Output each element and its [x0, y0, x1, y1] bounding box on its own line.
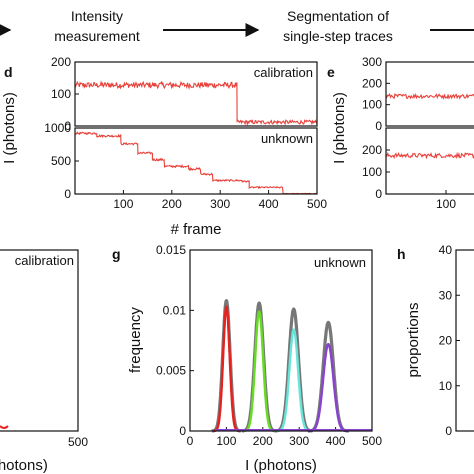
- green-gaussian-line: [242, 310, 276, 433]
- x-tick-label: 200: [162, 197, 182, 211]
- panel-d-xlabel: # frame: [171, 221, 222, 238]
- purple-gaussian-line: [307, 342, 350, 433]
- panel-f-xlabel: I (photons): [0, 457, 48, 474]
- x-tick-label: 100: [216, 434, 236, 448]
- panel-g-ylabel: frequency: [127, 307, 144, 373]
- y-tick-label: 200: [362, 143, 382, 157]
- x-tick-label: 300: [289, 434, 309, 448]
- panel-f-plot: 0500calibrationI (photons): [0, 249, 88, 474]
- panel-d-bottom-title: unknown: [261, 131, 313, 146]
- panel-g-title: unknown: [314, 255, 366, 270]
- y-tick-label: 20: [439, 334, 453, 348]
- y-tick-label: 10: [439, 379, 453, 393]
- y-tick-label: 500: [51, 154, 71, 168]
- gray-gaussian-line: [306, 320, 350, 433]
- y-tick-label: 30: [439, 288, 453, 302]
- y-tick-label: 0: [64, 187, 71, 201]
- y-tick-label: 0: [179, 424, 186, 438]
- panel-g-frame: [189, 249, 373, 432]
- y-tick-label: 0.015: [156, 243, 186, 257]
- panel-d-top-plot: 0 100 200 calibration: [51, 55, 318, 133]
- x-tick-label: 100: [113, 197, 133, 211]
- y-tick-label: 100: [362, 98, 382, 112]
- x-tick-label: 500: [362, 434, 382, 448]
- x-tick-label: 400: [326, 434, 346, 448]
- panel-f-frame: [0, 249, 79, 432]
- x-tick-label: 0: [187, 434, 194, 448]
- panel-f-red-peak-tail: [0, 425, 9, 429]
- y-tick-label: 0.005: [156, 364, 186, 378]
- panel-d-bottom-plot: 100 200 300 400 500 0 500 1000 unknown # frame I (…: [1, 92, 327, 238]
- y-tick-label: 0: [445, 424, 452, 438]
- x-tick-label: 100: [436, 197, 456, 211]
- y-tick-label: 100: [362, 165, 382, 179]
- red-gaussian-line: [212, 305, 241, 433]
- x-tick-label: 200: [253, 434, 273, 448]
- panel-e-top-plot: 0 100 200 300: [362, 55, 474, 133]
- x-tick-label: 300: [210, 197, 230, 211]
- gray-gaussian-line: [210, 299, 243, 433]
- panel-g-plot: 0 100 200 300 400 500 0 0.005 0.01 0.015 unknown I …: [127, 243, 382, 474]
- panel-e-bottom-plot: 100 0 100 200 I (photons): [331, 92, 474, 211]
- step1-line1: Intensity: [71, 8, 123, 24]
- panel-d-ylabel: I (photons): [1, 92, 18, 164]
- y-tick-label: 200: [51, 55, 71, 69]
- panel-e-top-frame: [385, 61, 474, 127]
- gray-gaussian-line: [240, 301, 278, 433]
- y-tick-label: 40: [439, 243, 453, 257]
- panel-h-ylabel: proportions: [405, 302, 422, 377]
- intensity-trace-line: [385, 92, 474, 100]
- y-tick-label: 1000: [44, 121, 71, 135]
- y-tick-label: 100: [51, 87, 71, 101]
- y-tick-label: 0: [375, 187, 382, 201]
- y-tick-label: 0.01: [163, 303, 187, 317]
- panel-label-e: e: [327, 64, 335, 80]
- panel-label-g: g: [112, 246, 121, 262]
- step2-line1: Segmentation of: [287, 8, 389, 24]
- panel-label-d: d: [4, 64, 13, 80]
- intensity-trace-line: [74, 80, 318, 127]
- y-tick-label: 0: [64, 119, 71, 133]
- panel-e-ylabel: I (photons): [331, 92, 348, 164]
- panel-e-bottom-frame: [385, 127, 474, 195]
- workflow-header: Intensity measurement Segmentation of si…: [0, 8, 474, 44]
- x-tick-label: 500: [68, 435, 88, 449]
- y-tick-label: 200: [362, 76, 382, 90]
- cyan-gaussian-line: [275, 328, 312, 433]
- step1-line2: measurement: [54, 28, 140, 44]
- y-tick-label: 0: [375, 119, 382, 133]
- x-tick-label: 400: [259, 197, 279, 211]
- step2-line2: single-step traces: [283, 28, 393, 44]
- y-tick-label: 300: [362, 55, 382, 69]
- panel-h-plot: 0 10 20 30 40 proportions: [405, 243, 474, 438]
- intensity-trace-line: [74, 131, 317, 195]
- intensity-trace-line: [385, 151, 474, 160]
- panel-g-xlabel: I (photons): [245, 457, 317, 474]
- panel-d-top-title: calibration: [254, 65, 313, 80]
- panel-f-title: calibration: [15, 253, 74, 268]
- panel-label-h: h: [397, 246, 406, 262]
- gray-gaussian-line: [273, 307, 314, 433]
- x-tick-label: 500: [307, 197, 327, 211]
